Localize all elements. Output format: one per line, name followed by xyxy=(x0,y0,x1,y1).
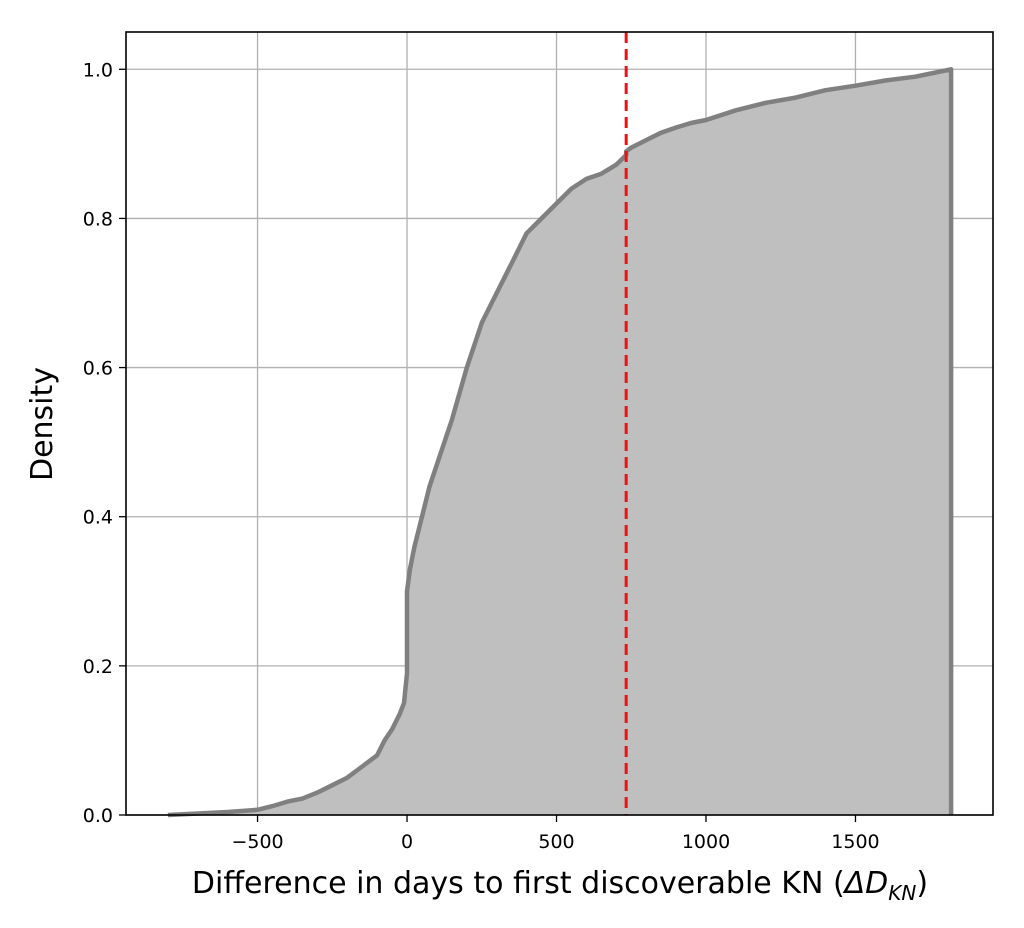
y-tick-label: 0.0 xyxy=(83,805,113,827)
y-tick-label: 0.8 xyxy=(83,208,113,230)
x-tick-label: 1500 xyxy=(831,831,879,853)
x-tick-label: 1000 xyxy=(682,831,730,853)
y-tick-label: 0.6 xyxy=(83,358,113,380)
plot-frame xyxy=(125,31,994,816)
data-series xyxy=(167,67,954,818)
x-tick-label: −500 xyxy=(231,831,283,853)
x-tick-label: 500 xyxy=(538,831,574,853)
x-axis-label: Difference in days to first discoverable… xyxy=(192,866,928,905)
y-axis-label: Density xyxy=(25,367,60,481)
x-axis-label-close: ) xyxy=(916,866,928,901)
x-axis-label-text: Difference in days to first discoverable… xyxy=(192,866,845,901)
y-tick-label: 0.2 xyxy=(83,656,113,678)
axis-ticks: −500 0 500 1000 1500 0.0 0.2 0.4 0.6 0.8 1.0 xyxy=(83,59,880,853)
y-tick-label: 1.0 xyxy=(83,59,113,81)
cdf-step-line xyxy=(167,67,954,818)
y-tick-label: 0.4 xyxy=(83,507,113,529)
x-tick-label: 0 xyxy=(401,831,413,853)
x-axis-label-symbol: ΔD xyxy=(843,866,889,901)
x-axis-label-subscript: KN xyxy=(888,881,916,905)
cdf-fill-area xyxy=(167,69,952,816)
